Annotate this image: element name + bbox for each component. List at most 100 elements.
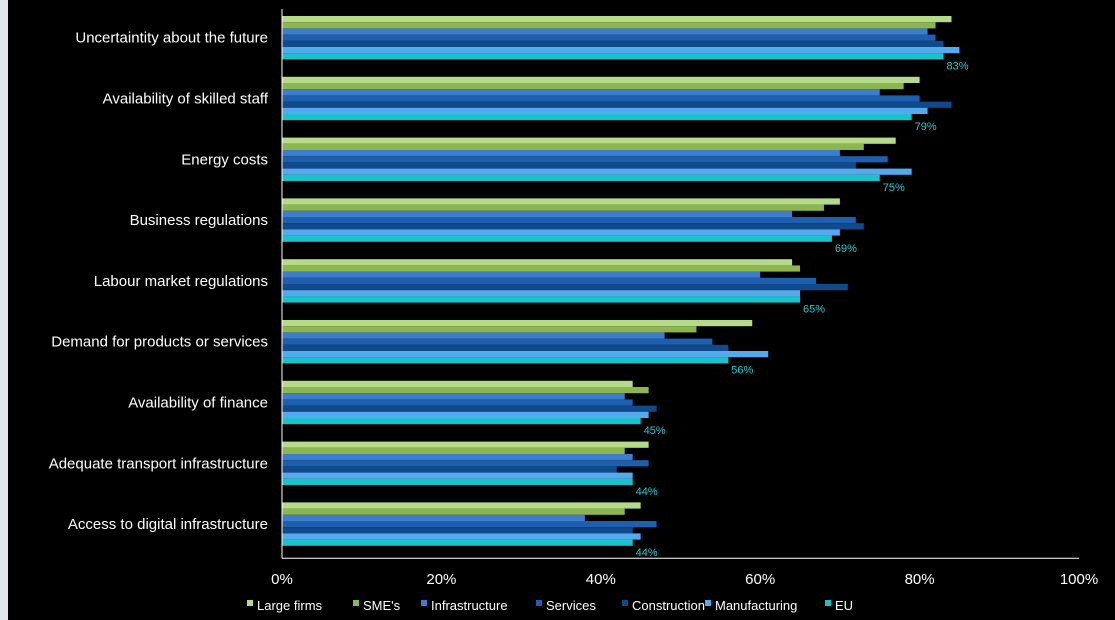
bar bbox=[282, 22, 936, 29]
bar bbox=[282, 508, 625, 515]
legend-swatch bbox=[247, 600, 253, 606]
bar bbox=[282, 53, 944, 60]
bar bbox=[282, 16, 952, 23]
bar bbox=[282, 174, 880, 181]
legend-label: Manufacturing bbox=[715, 598, 797, 613]
bar bbox=[282, 223, 864, 230]
bar bbox=[282, 107, 928, 114]
bar bbox=[282, 454, 633, 461]
bar bbox=[282, 143, 864, 150]
bar bbox=[282, 284, 848, 291]
x-tick-label: 20% bbox=[426, 571, 456, 588]
bar bbox=[282, 162, 856, 169]
bar bbox=[282, 271, 761, 278]
bar bbox=[282, 357, 729, 364]
bar bbox=[282, 344, 729, 351]
bar bbox=[282, 387, 649, 394]
data-label: 56% bbox=[731, 364, 753, 376]
bar bbox=[282, 101, 952, 108]
x-tick-label: 80% bbox=[905, 571, 935, 588]
bar bbox=[282, 447, 625, 454]
category-label: Availability of finance bbox=[128, 395, 268, 412]
bar bbox=[282, 521, 657, 528]
bar bbox=[282, 34, 936, 41]
bar bbox=[282, 265, 801, 272]
legend-swatch bbox=[825, 600, 831, 606]
category-label: Uncertaintity about the future bbox=[75, 30, 268, 47]
data-label: 65% bbox=[803, 304, 825, 316]
bar bbox=[282, 539, 633, 546]
bar bbox=[282, 460, 649, 467]
bar bbox=[282, 380, 633, 387]
data-label: 75% bbox=[883, 182, 905, 194]
bar bbox=[282, 277, 816, 284]
bar bbox=[282, 466, 617, 473]
bar bbox=[282, 210, 793, 217]
category-label: Availability of skilled staff bbox=[103, 91, 269, 108]
bar bbox=[282, 217, 856, 224]
x-tick-label: 60% bbox=[745, 571, 775, 588]
data-label: 44% bbox=[636, 486, 658, 498]
data-label: 83% bbox=[946, 60, 968, 72]
bar bbox=[282, 114, 912, 121]
bar bbox=[282, 40, 944, 47]
bar bbox=[282, 47, 960, 54]
bar bbox=[282, 28, 928, 35]
bar bbox=[282, 89, 880, 96]
bar bbox=[282, 332, 665, 339]
bar bbox=[282, 290, 801, 297]
bar bbox=[282, 405, 657, 412]
bar bbox=[282, 326, 697, 333]
category-label: Demand for products or services bbox=[51, 334, 268, 351]
legend-swatch bbox=[421, 600, 427, 606]
x-tick-label: 0% bbox=[271, 571, 293, 588]
bar bbox=[282, 472, 633, 479]
legend-swatch bbox=[536, 600, 542, 606]
bar bbox=[282, 338, 713, 345]
bar bbox=[282, 320, 753, 327]
legend-label: Construction bbox=[632, 598, 705, 613]
x-tick-label: 100% bbox=[1060, 571, 1098, 588]
bar bbox=[282, 259, 793, 266]
category-label: Business regulations bbox=[130, 212, 268, 229]
bar-chart: Uncertaintity about the future 83% Availab… bbox=[49, 9, 1098, 613]
bar bbox=[282, 533, 641, 540]
bar bbox=[282, 204, 824, 211]
bar bbox=[282, 393, 625, 400]
bar bbox=[282, 168, 912, 175]
bar bbox=[282, 150, 840, 157]
data-label: 44% bbox=[636, 547, 658, 559]
x-tick-label: 40% bbox=[586, 571, 616, 588]
legend-swatch bbox=[353, 600, 359, 606]
bar bbox=[282, 137, 896, 144]
legend-label: EU bbox=[835, 598, 853, 613]
bar bbox=[282, 83, 904, 90]
bar bbox=[282, 399, 633, 406]
bar bbox=[282, 478, 633, 485]
legend-swatch bbox=[705, 600, 711, 606]
bar bbox=[282, 418, 641, 425]
legend-label: Large firms bbox=[257, 598, 323, 613]
legend-label: Infrastructure bbox=[431, 598, 508, 613]
data-label: 45% bbox=[644, 425, 666, 437]
bar bbox=[282, 296, 801, 303]
category-label: Energy costs bbox=[181, 151, 268, 168]
bar bbox=[282, 235, 832, 242]
bar bbox=[282, 514, 585, 521]
bar bbox=[282, 95, 920, 102]
bar bbox=[282, 527, 633, 534]
data-label: 69% bbox=[835, 243, 857, 255]
bar bbox=[282, 229, 840, 236]
bar bbox=[282, 76, 920, 83]
data-label: 79% bbox=[915, 121, 937, 133]
category-label: Access to digital infrastructure bbox=[68, 516, 268, 533]
category-label: Adequate transport infrastructure bbox=[49, 455, 268, 472]
bar bbox=[282, 351, 769, 358]
legend-label: Services bbox=[546, 598, 596, 613]
bar bbox=[282, 502, 641, 509]
bar bbox=[282, 441, 649, 448]
legend-label: SME's bbox=[363, 598, 401, 613]
bar bbox=[282, 156, 888, 163]
chart-panel: Uncertaintity about the future 83% Availab… bbox=[8, 0, 1115, 620]
bar bbox=[282, 198, 840, 205]
